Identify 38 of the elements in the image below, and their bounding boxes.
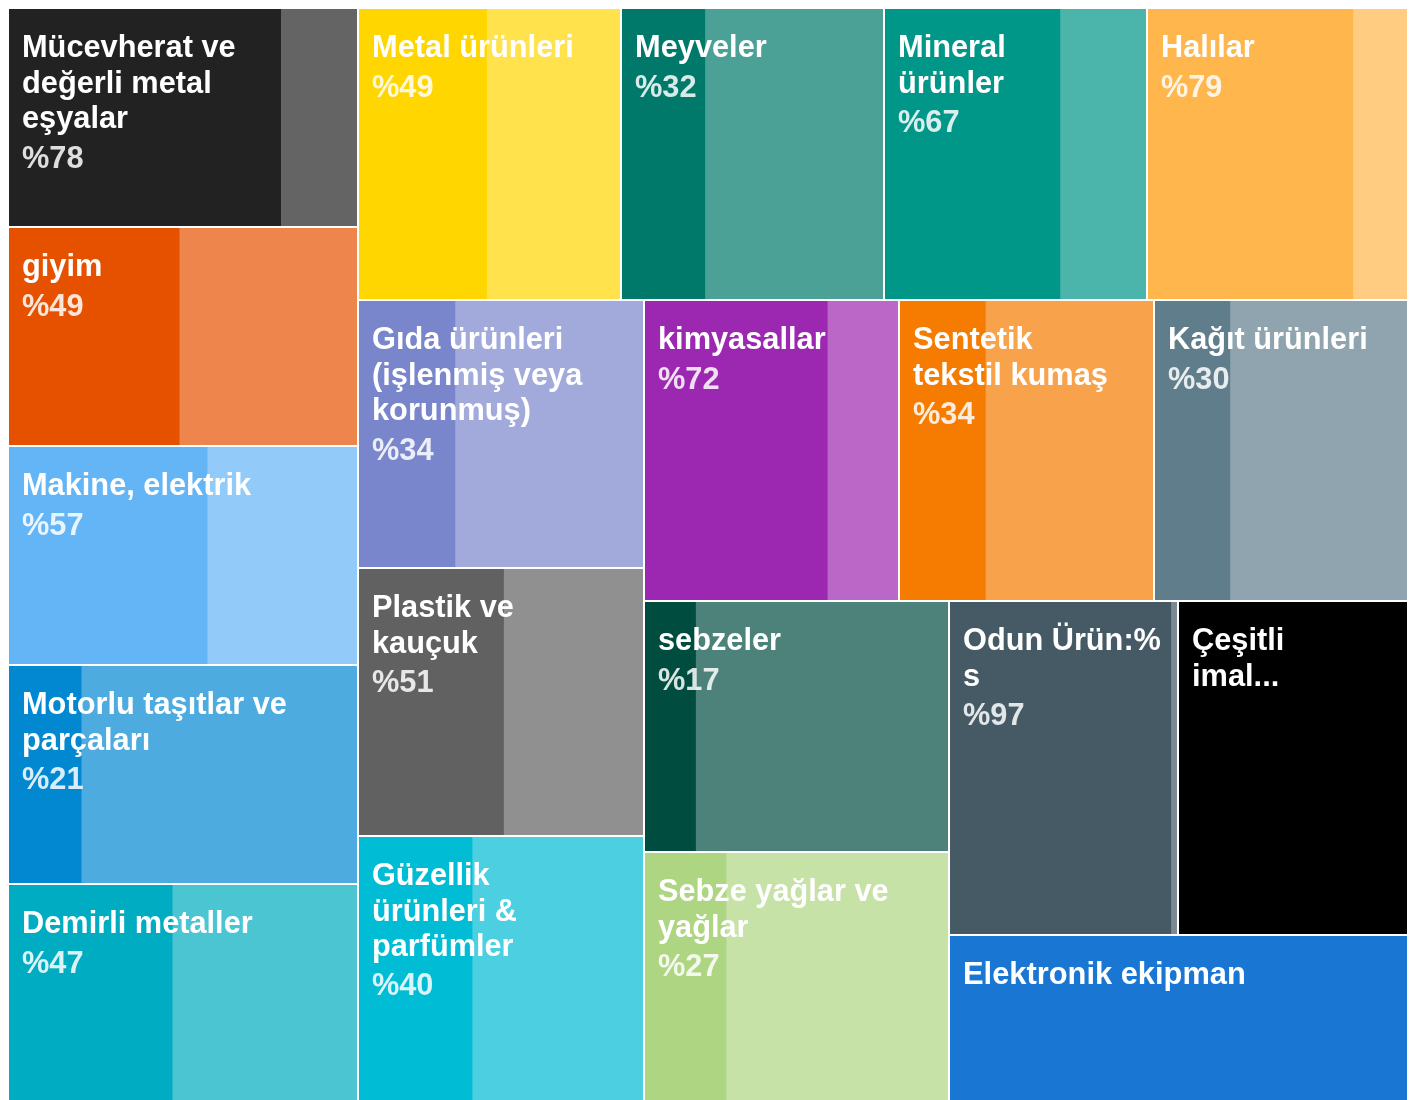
category-label: giyim xyxy=(22,248,103,284)
category-label: Halılar xyxy=(1161,29,1255,64)
category-label: kimyasallar xyxy=(658,321,826,357)
category-label: Motorlu taşıtlar ve parçaları xyxy=(22,686,287,757)
data-label: %27 xyxy=(658,948,720,984)
data-label: %21 xyxy=(22,761,84,797)
data-label: %47 xyxy=(22,944,84,980)
data-label: %72 xyxy=(658,360,720,396)
category-label: Meyveler xyxy=(635,29,767,65)
category-label: Mücevherat ve değerli metal eşyalar xyxy=(22,29,236,136)
data-label: %79 xyxy=(1161,68,1223,103)
category-label: Elektronik ekipman xyxy=(963,956,1246,992)
category-label: Odun Ürün:% s xyxy=(963,622,1161,693)
category-label: sebzeler xyxy=(658,622,782,658)
data-label: %30 xyxy=(1168,360,1230,396)
category-label: Sentetik tekstil kumaş xyxy=(913,321,1108,392)
category-label: Demirli metaller xyxy=(22,905,253,941)
category-label: Makine, elektrik xyxy=(22,467,252,503)
category-label: Mineral ürünler xyxy=(898,29,1006,100)
data-label: %40 xyxy=(372,967,434,1003)
data-label: %49 xyxy=(372,68,434,104)
category-label: Güzellik ürünleri & parfümler xyxy=(372,857,517,963)
data-label: %67 xyxy=(898,104,960,140)
category-label: Metal ürünleri xyxy=(372,29,574,65)
data-label: %34 xyxy=(913,396,975,432)
category-label: Kağıt ürünleri xyxy=(1168,321,1368,357)
category-label: Plastik ve kauçuk xyxy=(372,589,514,660)
data-label: %49 xyxy=(22,287,84,323)
data-label: %57 xyxy=(22,506,84,542)
data-label: %34 xyxy=(372,431,434,467)
category-label: Çeşitli imal... xyxy=(1192,622,1285,693)
data-label: %78 xyxy=(22,139,84,175)
category-label: Gıda ürünleri (işlenmiş veya korunmuş) xyxy=(372,321,584,428)
data-label: %32 xyxy=(635,68,697,104)
data-label: %51 xyxy=(372,664,434,700)
data-label: %17 xyxy=(658,661,720,697)
data-label: %97 xyxy=(963,697,1025,733)
category-label: Sebze yağlar ve yağlar xyxy=(658,873,889,944)
